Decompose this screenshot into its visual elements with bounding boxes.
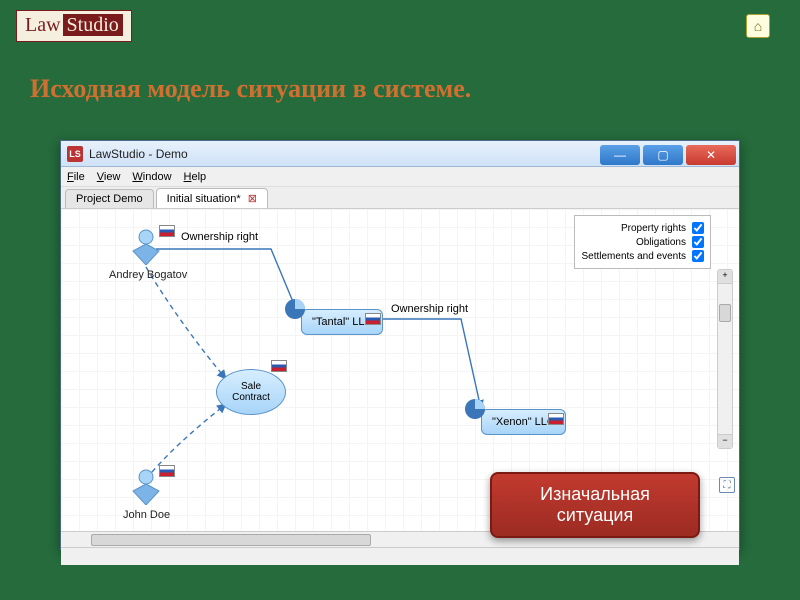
edge-label-1: Ownership right [181, 231, 258, 243]
actor-john-label: John Doe [123, 509, 170, 521]
logo-part1: Law [25, 14, 61, 36]
flag-icon [159, 465, 173, 475]
page-title: Исходная модель ситуации в системе. [30, 74, 471, 104]
node-sale-contract[interactable]: SaleContract [216, 369, 286, 415]
law-studio-logo: LawStudio [16, 10, 132, 42]
menu-help[interactable]: Help [184, 171, 207, 183]
initial-situation-button[interactable]: Изначальная ситуация [490, 472, 700, 538]
node-tantal-label: "Tantal" LLC [312, 316, 372, 328]
flag-icon [548, 413, 562, 423]
titlebar: LS LawStudio - Demo — ▢ ✕ [61, 141, 739, 167]
menubar: File View Window Help [61, 167, 739, 187]
menu-file[interactable]: File [67, 171, 85, 183]
logo-part2: Studio [63, 14, 123, 36]
overlay-line2: ситуация [504, 505, 686, 526]
pie-icon [284, 298, 306, 320]
node-sale-label: SaleContract [232, 381, 270, 403]
actor-andrey-label: Andrey Bogatov [109, 269, 187, 281]
close-button[interactable]: ✕ [686, 145, 736, 165]
menu-window[interactable]: Window [132, 171, 171, 183]
tab-close-icon[interactable]: ⊠ [248, 193, 257, 205]
tab-project-demo[interactable]: Project Demo [65, 189, 154, 208]
menu-view[interactable]: View [97, 171, 121, 183]
edge-label-2: Ownership right [391, 303, 468, 315]
pie-icon [464, 398, 486, 420]
app-icon: LS [67, 146, 83, 162]
home-icon[interactable]: ⌂ [746, 14, 770, 38]
window-controls: — ▢ ✕ [600, 142, 739, 165]
actor-andrey[interactable] [131, 229, 161, 265]
flag-icon [271, 360, 285, 370]
window-title: LawStudio - Demo [89, 147, 188, 161]
actor-john[interactable] [131, 469, 161, 505]
status-bar [61, 547, 739, 565]
edge-tantal-xenon [381, 319, 481, 409]
maximize-button[interactable]: ▢ [643, 145, 683, 165]
node-tantal[interactable]: "Tantal" LLC [301, 309, 383, 335]
flag-icon [159, 225, 173, 235]
tab-strip: Project Demo Initial situation* ⊠ [61, 187, 739, 209]
flag-icon [365, 313, 379, 323]
minimize-button[interactable]: — [600, 145, 640, 165]
node-xenon[interactable]: "Xenon" LLC [481, 409, 566, 435]
edge-ab-sale [146, 267, 226, 379]
overlay-line1: Изначальная [504, 484, 686, 505]
node-xenon-label: "Xenon" LLC [492, 416, 555, 428]
hscroll-thumb[interactable] [91, 534, 371, 546]
edge-jd-sale [146, 404, 226, 479]
tab-initial-situation[interactable]: Initial situation* ⊠ [156, 188, 268, 208]
